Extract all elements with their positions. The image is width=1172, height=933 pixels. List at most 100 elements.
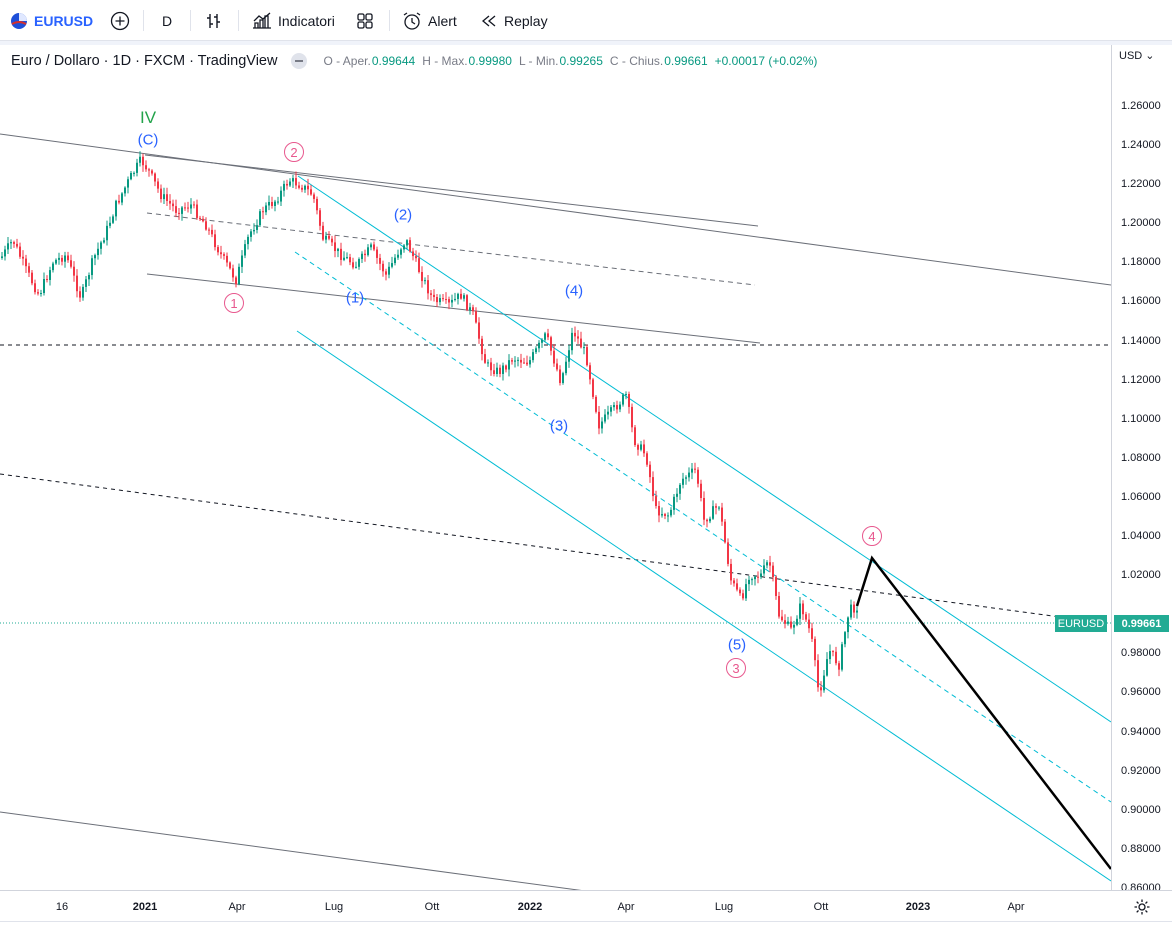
candle-body <box>181 207 183 214</box>
time-axis[interactable] <box>0 890 1172 933</box>
candle-body <box>379 257 381 264</box>
wave-label-5: (5) <box>727 636 747 654</box>
candle-body <box>676 493 678 497</box>
candle-body <box>850 604 852 618</box>
candle-body <box>217 247 219 253</box>
candle-body <box>244 244 246 256</box>
candle-body <box>577 336 579 339</box>
compare-button[interactable] <box>110 6 130 35</box>
candle-body <box>769 562 771 566</box>
indicators-button[interactable]: Indicatori <box>252 6 335 35</box>
wave-label-c: (C) <box>137 131 159 149</box>
currency-label: USD <box>1119 50 1143 62</box>
candle-body <box>130 173 132 180</box>
candle-body <box>433 294 435 298</box>
candle-body <box>466 295 468 310</box>
candle-body <box>751 579 753 581</box>
candle-body <box>340 248 342 260</box>
candle-body <box>760 573 762 577</box>
candle-body <box>427 280 429 294</box>
price-tick: 1.02000 <box>1121 569 1161 582</box>
open-value: 0.99644 <box>371 54 416 68</box>
chart-pane[interactable] <box>0 45 1111 890</box>
price-chart[interactable] <box>0 45 1111 890</box>
close-value: 0.99661 <box>664 54 708 68</box>
candle-body <box>793 624 795 628</box>
replay-label: Replay <box>504 12 548 29</box>
trendline-middle <box>146 273 761 344</box>
price-axis[interactable] <box>1111 45 1172 890</box>
candle-body <box>505 365 507 370</box>
candle-body <box>655 496 657 506</box>
candle-body <box>538 342 540 349</box>
candle-body <box>574 332 576 337</box>
candle-body <box>553 350 555 364</box>
candle-body <box>439 298 441 303</box>
candle-body <box>382 263 384 272</box>
candle-body <box>556 363 558 370</box>
candle-body <box>4 249 6 257</box>
time-tick: 16 <box>55 901 69 913</box>
candle-body <box>757 576 759 578</box>
candle-body <box>283 183 285 191</box>
candle-body <box>394 257 396 264</box>
candle-body <box>808 619 810 629</box>
candle-body <box>445 299 447 301</box>
candle-body <box>121 193 123 203</box>
price-tick: 1.18000 <box>1121 256 1161 269</box>
candle-body <box>739 589 741 594</box>
low-label: L - Min. <box>518 54 559 68</box>
candle-body <box>838 663 840 670</box>
candle-body <box>172 203 174 207</box>
candle-body <box>424 280 426 282</box>
candle-body <box>787 621 789 624</box>
candle-body <box>154 173 156 182</box>
candle-body <box>643 444 645 454</box>
replay-button[interactable]: Replay <box>480 6 548 35</box>
settings-gear-icon[interactable] <box>1133 898 1151 921</box>
candle-body <box>313 194 315 199</box>
candle-body <box>226 255 228 263</box>
candle-body <box>640 444 642 450</box>
candle-body <box>235 277 237 285</box>
candle-body <box>256 225 258 230</box>
candle-body <box>268 201 270 206</box>
candle-body <box>730 563 732 581</box>
candle-body <box>22 256 24 259</box>
candle-body <box>535 348 537 353</box>
candle-body <box>310 189 312 195</box>
change-value: +0.00017 (+0.02%) <box>714 54 818 68</box>
candle-body <box>214 234 216 248</box>
candle-body <box>70 260 72 267</box>
collapse-legend-button[interactable] <box>291 53 308 69</box>
wave-label-2: (2) <box>393 206 413 224</box>
candle-body <box>52 263 54 271</box>
candle-body <box>403 245 405 250</box>
candle-body <box>844 632 846 645</box>
candle-body <box>448 299 450 303</box>
templates-button[interactable] <box>356 6 374 35</box>
candle-body <box>7 243 9 250</box>
candle-body <box>826 659 828 676</box>
candle-body <box>562 373 564 383</box>
chart-legend: Euro / Dollaro · 1D · FXCM · TradingView… <box>11 52 824 70</box>
price-tick: 0.88000 <box>1121 842 1161 855</box>
alert-button[interactable]: Alert <box>402 6 457 35</box>
candle-body <box>778 595 780 617</box>
currency-selector[interactable]: USD ⌄ <box>1119 49 1155 62</box>
plus-circle-icon <box>110 11 130 31</box>
candle-body <box>496 367 498 374</box>
candle-body <box>118 200 120 203</box>
candle-body <box>598 411 600 429</box>
top-toolbar: EURUSD D Indicatori Alert Re <box>0 0 1172 41</box>
candle-body <box>16 243 18 247</box>
candle-body <box>388 266 390 275</box>
chart-type-button[interactable] <box>205 6 223 35</box>
interval-button[interactable]: D <box>162 6 172 35</box>
candle-body <box>706 519 708 522</box>
wave-label-1: (1) <box>345 289 365 307</box>
candle-body <box>613 405 615 408</box>
symbol-search[interactable]: EURUSD <box>10 6 93 35</box>
candles <box>1 151 858 697</box>
candle-body <box>31 272 33 284</box>
